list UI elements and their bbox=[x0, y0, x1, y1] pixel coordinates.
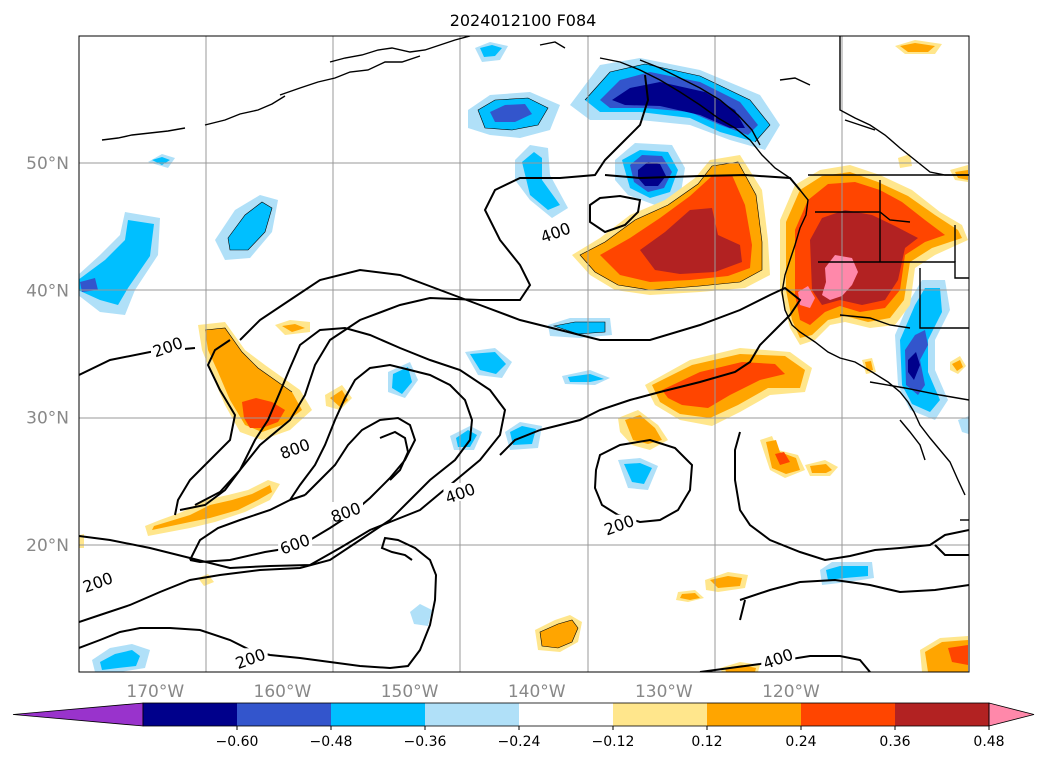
colorbar-extend-max bbox=[988, 702, 1035, 727]
colorbar-tick-label: −0.12 bbox=[592, 734, 635, 750]
colorbar-segment bbox=[331, 703, 426, 726]
contour-label-bg bbox=[278, 438, 313, 457]
contour-label-bg bbox=[538, 222, 573, 241]
gridlines bbox=[79, 36, 969, 672]
lon-label: 130°W bbox=[635, 682, 693, 702]
lon-label: 150°W bbox=[381, 682, 439, 702]
lon-label: 160°W bbox=[254, 682, 312, 702]
colorbar-tick-label: −0.36 bbox=[404, 734, 447, 750]
anomaly-shading bbox=[79, 40, 969, 672]
lat-label: 20°N bbox=[26, 536, 69, 556]
colorbar-tick-label: −0.24 bbox=[498, 734, 541, 750]
height-contours bbox=[79, 74, 969, 672]
coastlines bbox=[101, 36, 969, 521]
colorbar-tick-label: 0.48 bbox=[973, 734, 1004, 750]
contour-label-bg bbox=[329, 502, 363, 520]
colorbar-segment bbox=[613, 703, 708, 726]
map-title: 2024012100 F084 bbox=[450, 11, 597, 30]
lon-label: 140°W bbox=[508, 682, 566, 702]
lon-labels: 170°W 160°W 150°W 140°W 130°W 120°W bbox=[126, 682, 820, 702]
lon-label: 170°W bbox=[126, 682, 184, 702]
contour-label-bg bbox=[233, 648, 268, 667]
colorbar-segment bbox=[519, 703, 614, 726]
colorbar-segment bbox=[143, 703, 238, 726]
contour-label-bg bbox=[761, 648, 796, 667]
colorbar-border bbox=[142, 702, 990, 727]
colorbar-tick-label: −0.48 bbox=[310, 734, 353, 750]
colorbar-tick-label: −0.60 bbox=[216, 734, 259, 750]
colorbar-segment bbox=[237, 703, 332, 726]
contour-label-bg bbox=[278, 533, 313, 552]
contour-label-bg bbox=[443, 482, 478, 501]
colorbar-segment bbox=[425, 703, 520, 726]
lat-label: 50°N bbox=[26, 154, 69, 174]
lat-label: 40°N bbox=[26, 281, 69, 301]
colorbar: −0.60 −0.48 −0.36 −0.24 −0.12 0.12 0.24 0.36 0.4… bbox=[12, 702, 1035, 750]
contour-label-bg bbox=[81, 571, 116, 590]
colorbar-extend-min bbox=[12, 702, 144, 727]
colorbar-segment bbox=[801, 703, 896, 726]
lat-labels: 50°N 40°N 30°N 20°N bbox=[26, 154, 69, 556]
colorbar-tick-label: 0.12 bbox=[691, 734, 722, 750]
colorbar-tick-label: 0.36 bbox=[879, 734, 910, 750]
lat-label: 30°N bbox=[26, 409, 69, 429]
colorbar-tick-label: 0.24 bbox=[785, 734, 816, 750]
colorbar-segment bbox=[895, 703, 990, 726]
lon-label: 120°W bbox=[762, 682, 820, 702]
map-frame bbox=[78, 35, 970, 673]
contour-label-bg bbox=[602, 514, 637, 533]
contour-label-bg bbox=[151, 336, 185, 355]
colorbar-segment bbox=[707, 703, 802, 726]
